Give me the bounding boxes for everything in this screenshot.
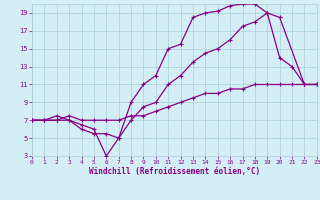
X-axis label: Windchill (Refroidissement éolien,°C): Windchill (Refroidissement éolien,°C) — [89, 167, 260, 176]
